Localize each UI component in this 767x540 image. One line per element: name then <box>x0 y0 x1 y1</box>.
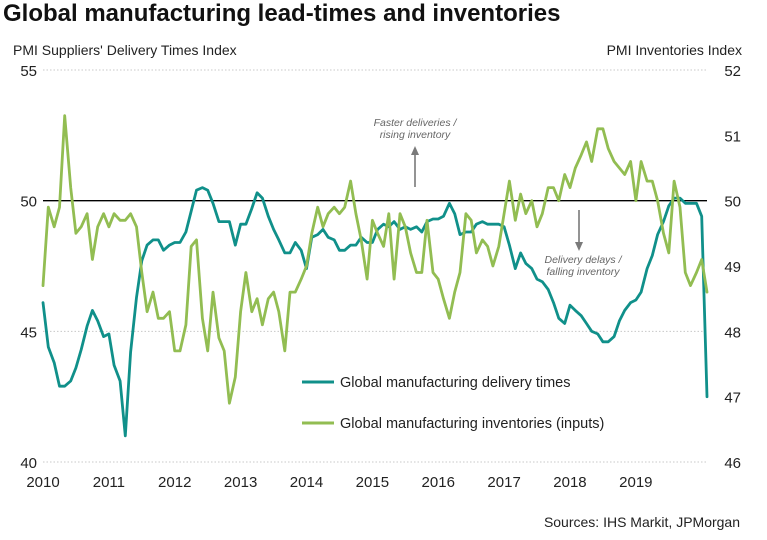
legend: Global manufacturing delivery times Globa… <box>302 375 604 432</box>
grid-lines <box>43 69 707 463</box>
annotation-arrowhead-down <box>575 242 583 251</box>
left-axis-title: PMI Suppliers' Delivery Times Index <box>13 42 237 58</box>
annotation-text: Faster deliveries / <box>374 117 458 129</box>
annotation-arrowhead-up <box>411 146 419 155</box>
x-tick-label: 2017 <box>487 474 520 491</box>
source-note: Sources: IHS Markit, JPMorgan <box>543 514 740 530</box>
inventories-line <box>41 114 709 405</box>
x-tick-label: 2019 <box>619 474 652 491</box>
right-tick-label: 51 <box>724 128 741 145</box>
left-tick-label: 40 <box>20 455 37 472</box>
x-tick-label: 2011 <box>93 474 125 491</box>
right-tick-label: 49 <box>724 259 741 276</box>
left-axis-ticks: 40 45 50 55 <box>20 63 37 472</box>
right-tick-label: 48 <box>724 324 741 341</box>
legend-label: Global manufacturing inventories (inputs… <box>340 416 604 432</box>
left-tick-label: 55 <box>20 63 37 80</box>
x-tick-label: 2013 <box>224 474 257 491</box>
right-tick-label: 46 <box>724 455 741 472</box>
series-lines <box>41 114 709 438</box>
annotation-text: Delivery delays / <box>544 254 622 266</box>
x-axis-ticks: 2010 2011 2012 2013 2014 2015 2016 2017 2018 2019 <box>26 474 652 491</box>
x-tick-label: 2012 <box>158 474 191 491</box>
x-tick-label: 2018 <box>553 474 586 491</box>
annotation-text: rising inventory <box>380 129 451 141</box>
right-tick-label: 47 <box>724 390 741 407</box>
right-tick-label: 50 <box>724 194 741 211</box>
right-axis-ticks: 46 47 48 49 50 51 52 <box>724 63 741 472</box>
chart-title: Global manufacturing lead-times and inve… <box>3 0 561 27</box>
x-tick-label: 2014 <box>290 474 323 491</box>
right-axis-title: PMI Inventories Index <box>606 42 742 58</box>
x-tick-label: 2016 <box>422 474 455 491</box>
annotation-text: falling inventory <box>547 266 621 278</box>
left-tick-label: 50 <box>20 194 37 211</box>
right-tick-label: 52 <box>724 63 741 80</box>
x-tick-label: 2010 <box>26 474 59 491</box>
left-tick-label: 45 <box>20 324 37 341</box>
x-tick-label: 2015 <box>356 474 389 491</box>
annotations: Faster deliveries /rising inventory Deliv… <box>374 117 623 278</box>
delivery-times-line <box>41 186 709 438</box>
legend-label: Global manufacturing delivery times <box>340 375 571 391</box>
